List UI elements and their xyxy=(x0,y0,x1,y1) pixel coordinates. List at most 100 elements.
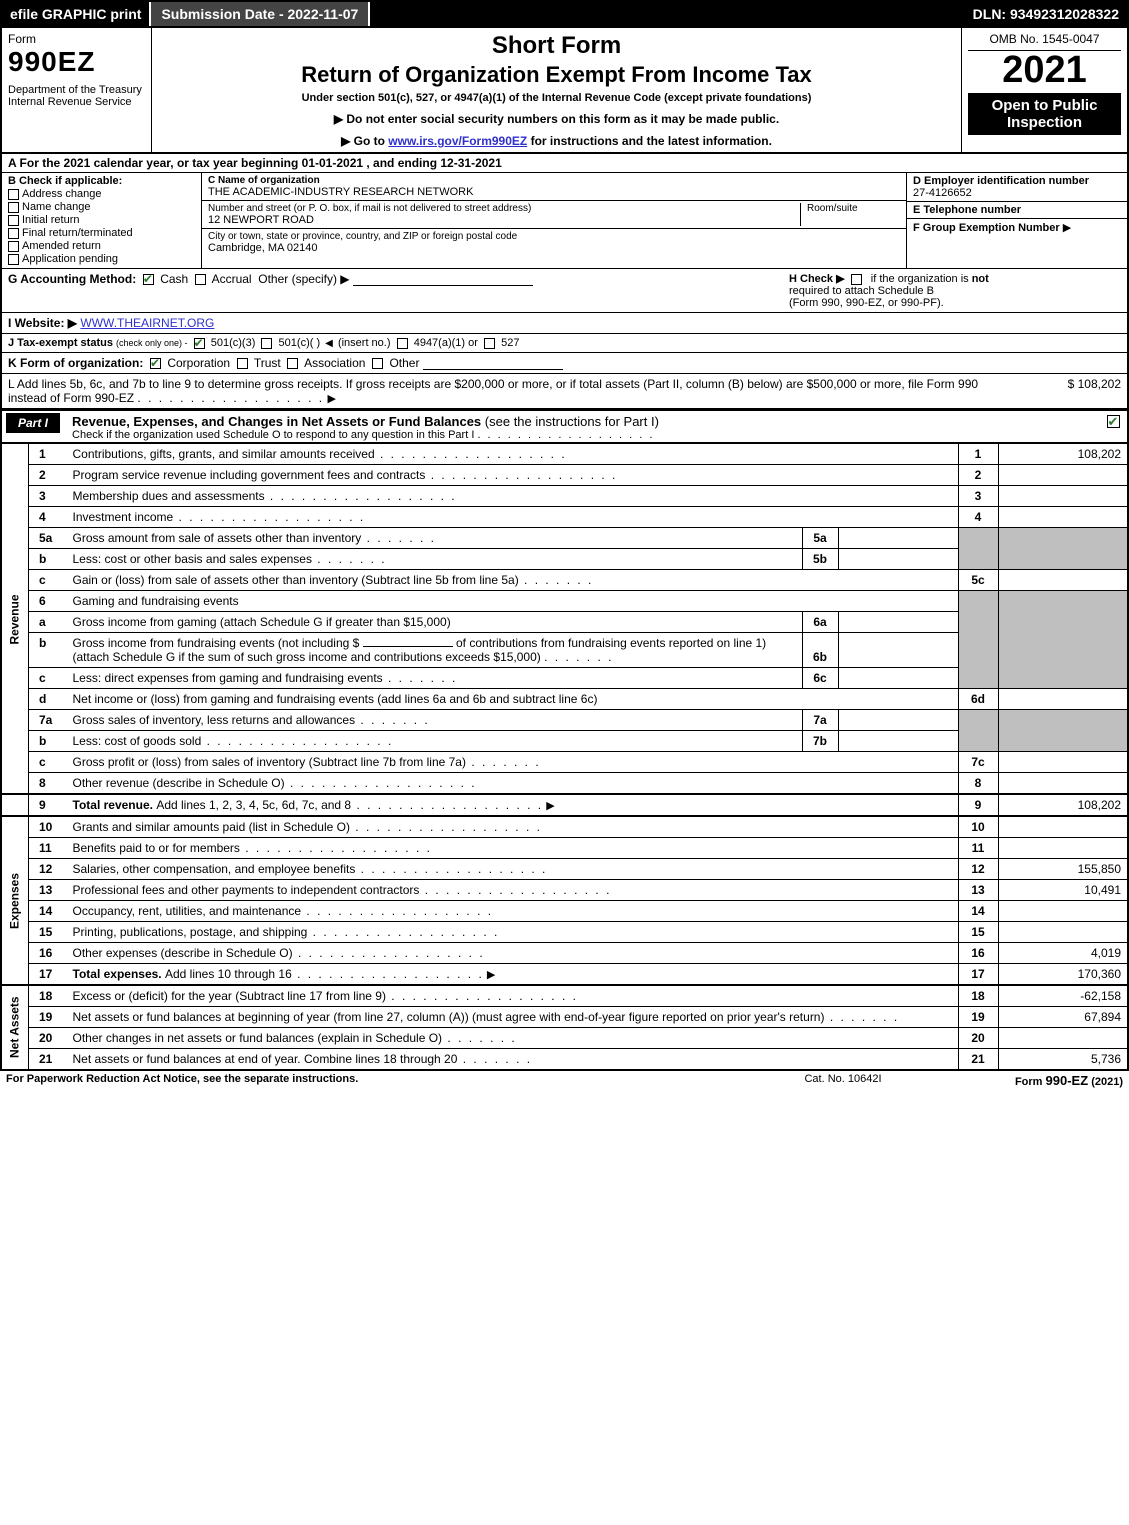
other-specify-line[interactable] xyxy=(353,285,533,286)
line-num-col: 8 xyxy=(958,773,998,795)
line-7b: b Less: cost of goods sold 7b xyxy=(1,731,1128,752)
dots xyxy=(383,671,458,685)
row-j: J Tax-exempt status (check only one) - 5… xyxy=(0,334,1129,353)
line-9: 9 Total revenue. Add lines 1, 2, 3, 4, 5… xyxy=(1,794,1128,816)
line-6b: b Gross income from fundraising events (… xyxy=(1,633,1128,668)
line-8: 8 Other revenue (describe in Schedule O)… xyxy=(1,773,1128,795)
line-17: 17 Total expenses. Add lines 10 through … xyxy=(1,964,1128,986)
chk-other-org[interactable] xyxy=(372,358,383,369)
check-only-one: (check only one) - xyxy=(116,338,188,348)
checkbox-icon[interactable] xyxy=(8,241,19,252)
desc-text: Less: cost of goods sold xyxy=(73,734,202,748)
desc-text: Occupancy, rent, utilities, and maintena… xyxy=(73,904,302,918)
chk-initial-return[interactable]: Initial return xyxy=(8,214,195,226)
line-desc: Gross amount from sale of assets other t… xyxy=(67,528,803,549)
chk-final-return[interactable]: Final return/terminated xyxy=(8,227,195,239)
checkbox-icon[interactable] xyxy=(8,189,19,200)
chk-address-change[interactable]: Address change xyxy=(8,188,195,200)
chk-amended-return[interactable]: Amended return xyxy=(8,240,195,252)
line-desc: Less: cost or other basis and sales expe… xyxy=(67,549,803,570)
row-l-amount: $ 108,202 xyxy=(1001,377,1121,405)
checkbox-icon[interactable] xyxy=(8,215,19,226)
part1-title-text: Revenue, Expenses, and Changes in Net As… xyxy=(72,414,481,429)
tax-year: 2021 xyxy=(968,51,1121,89)
line-desc: Gross profit or (loss) from sales of inv… xyxy=(67,752,959,773)
city-value: Cambridge, MA 02140 xyxy=(208,242,900,254)
form-of-org-label: K Form of organization: xyxy=(8,356,143,370)
dots xyxy=(466,755,541,769)
shaded-cell xyxy=(998,668,1128,689)
mini-val xyxy=(838,731,958,752)
line-num-col: 3 xyxy=(958,486,998,507)
footer-form-num: 990-EZ xyxy=(1046,1073,1089,1088)
chk-trust[interactable] xyxy=(237,358,248,369)
topbar-spacer xyxy=(370,2,964,26)
chk-501c[interactable] xyxy=(261,338,272,349)
street-value: 12 NEWPORT ROAD xyxy=(208,214,794,226)
line-no: 5a xyxy=(29,528,67,549)
desc-text: Investment income xyxy=(73,510,174,524)
cash-label: Cash xyxy=(160,272,188,286)
website-link[interactable]: WWW.THEAIRNET.ORG xyxy=(80,316,214,330)
ein-label: D Employer identification number xyxy=(913,175,1121,187)
tri-left-icon xyxy=(323,337,335,349)
chk-corporation[interactable] xyxy=(150,358,161,369)
ein-value: 27-4126652 xyxy=(913,187,1121,199)
desc-text: Net assets or fund balances at end of ye… xyxy=(73,1052,458,1066)
footer-right: Form 990-EZ (2021) xyxy=(943,1073,1123,1088)
line-amount xyxy=(998,465,1128,486)
shaded-cell xyxy=(998,612,1128,633)
checkbox-icon[interactable] xyxy=(8,254,19,265)
line-12: 12 Salaries, other compensation, and emp… xyxy=(1,859,1128,880)
checkbox-icon[interactable] xyxy=(8,228,19,239)
line-amount xyxy=(998,486,1128,507)
line-no: 2 xyxy=(29,465,67,486)
chk-schedule-b[interactable] xyxy=(851,274,862,285)
part1-header: Part I Revenue, Expenses, and Changes in… xyxy=(0,409,1129,443)
checkbox-icon[interactable] xyxy=(8,202,19,213)
box-f: F Group Exemption Number ▶ xyxy=(907,219,1127,236)
desc-text: Gross sales of inventory, less returns a… xyxy=(73,713,356,727)
chk-527[interactable] xyxy=(484,338,495,349)
mini-val xyxy=(838,633,958,668)
chk-application-pending[interactable]: Application pending xyxy=(8,253,195,265)
short-form-title: Short Form xyxy=(160,32,953,60)
chk-association[interactable] xyxy=(287,358,298,369)
dln: DLN: 93492312028322 xyxy=(965,2,1127,26)
chk-501c3[interactable] xyxy=(194,338,205,349)
line-no: 4 xyxy=(29,507,67,528)
line-16: 16 Other expenses (describe in Schedule … xyxy=(1,943,1128,964)
dots xyxy=(351,798,543,812)
desc-bold: Total expenses. xyxy=(73,967,165,981)
irs-link[interactable]: www.irs.gov/Form990EZ xyxy=(388,134,527,148)
footer-form-post: (2021) xyxy=(1088,1076,1123,1088)
line-no: c xyxy=(29,752,67,773)
desc-bold: Total revenue. xyxy=(73,798,157,812)
line-amount xyxy=(998,1028,1128,1049)
page-footer: For Paperwork Reduction Act Notice, see … xyxy=(0,1071,1129,1090)
dots xyxy=(361,531,436,545)
line-no: 17 xyxy=(29,964,67,986)
box-b: B Check if applicable: Address change Na… xyxy=(2,173,202,268)
line-desc: Program service revenue including govern… xyxy=(67,465,959,486)
chk-4947[interactable] xyxy=(397,338,408,349)
chk-schedule-o[interactable] xyxy=(1107,415,1120,428)
box-c: C Name of organization THE ACADEMIC-INDU… xyxy=(202,173,907,268)
line-amount xyxy=(998,773,1128,795)
efile-print-label[interactable]: efile GRAPHIC print xyxy=(2,2,149,26)
line-amount: 67,894 xyxy=(998,1007,1128,1028)
line-desc: Gaming and fundraising events xyxy=(67,591,959,612)
line-13: 13 Professional fees and other payments … xyxy=(1,880,1128,901)
chk-accrual[interactable] xyxy=(195,274,206,285)
chk-name-change[interactable]: Name change xyxy=(8,201,195,213)
footer-form-pre: Form xyxy=(1015,1076,1046,1088)
desc-text: Gain or (loss) from sale of assets other… xyxy=(73,573,519,587)
501c-label: 501(c)( ) xyxy=(279,337,321,349)
fundraising-amount-line[interactable] xyxy=(363,646,453,647)
desc-text: Membership dues and assessments xyxy=(73,489,265,503)
other-label: Other (specify) ▶ xyxy=(258,272,349,286)
form-number: 990EZ xyxy=(8,46,145,78)
chk-cash[interactable] xyxy=(143,274,154,285)
line-no: 6 xyxy=(29,591,67,612)
other-org-line[interactable] xyxy=(423,369,563,370)
